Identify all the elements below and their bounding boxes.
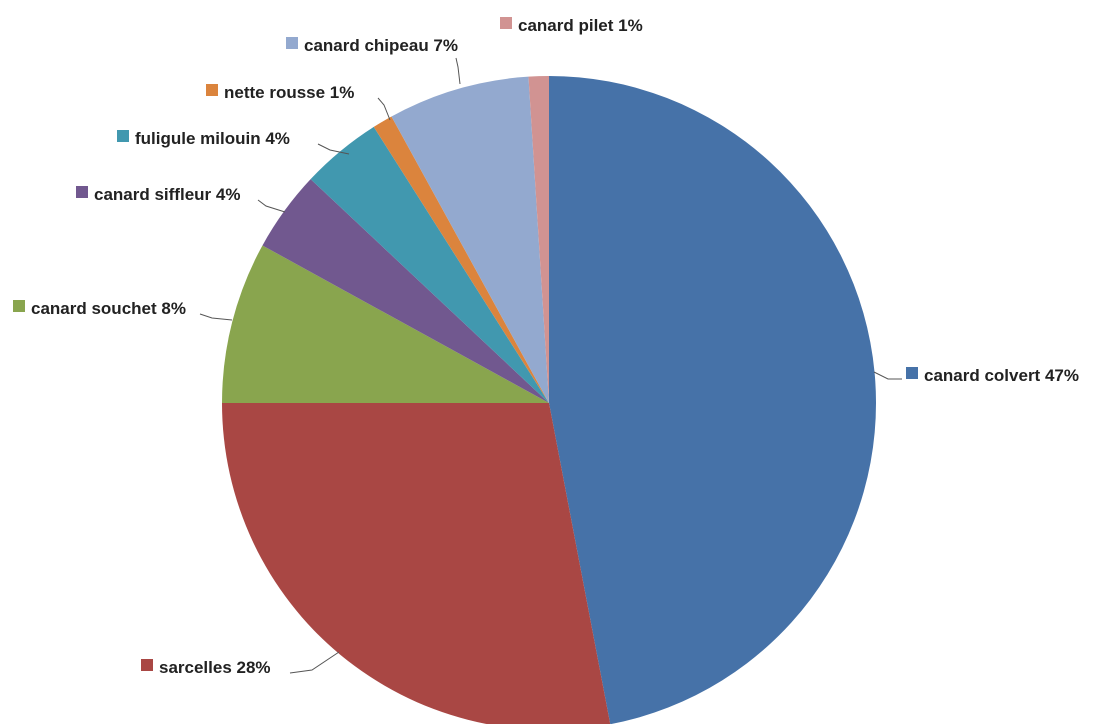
leader-line-canard-souchet xyxy=(199,313,233,321)
slice-label-fuligule-milouin: fuligule milouin 4% xyxy=(135,129,290,148)
legend-key-canard-souchet xyxy=(13,300,25,312)
leader-line-fuligule-milouin xyxy=(317,143,350,155)
slice-label-canard-souchet: canard souchet 8% xyxy=(31,299,186,318)
slice-label-canard-siffleur: canard siffleur 4% xyxy=(94,185,240,204)
pie-slice-canard-chipeau xyxy=(391,76,549,404)
pie-slices xyxy=(222,76,876,724)
slice-label-canard-colvert: canard colvert 47% xyxy=(924,366,1079,385)
legend-key-fuligule-milouin xyxy=(117,130,129,142)
pie-slice-sarcelles xyxy=(222,403,611,724)
pie-slice-nette-rousse xyxy=(373,116,549,403)
legend-key-canard-chipeau xyxy=(286,37,298,49)
leader-line-nette-rousse xyxy=(377,97,391,121)
slice-label-sarcelles: sarcelles 28% xyxy=(159,658,271,677)
pie-slice-fuligule-milouin xyxy=(310,126,549,404)
pie-slice-canard-siffleur xyxy=(262,179,549,403)
slice-label-nette-rousse: nette rousse 1% xyxy=(224,83,354,102)
legend-key-canard-pilet xyxy=(500,17,512,29)
leader-line-canard-siffleur xyxy=(257,199,286,213)
slice-label-canard-chipeau: canard chipeau 7% xyxy=(304,36,458,55)
legend-key-canard-colvert xyxy=(906,367,918,379)
legend-key-nette-rousse xyxy=(206,84,218,96)
leader-line-canard-colvert xyxy=(873,371,902,380)
legend-key-sarcelles xyxy=(141,659,153,671)
slice-labels: canard colvert 47% sarcelles 28% canard so… xyxy=(13,16,1079,677)
leader-line-sarcelles xyxy=(289,651,340,674)
slice-label-canard-pilet: canard pilet 1% xyxy=(518,16,643,35)
pie-slice-canard-souchet xyxy=(222,245,549,403)
legend-key-canard-siffleur xyxy=(76,186,88,198)
pie-slice-canard-pilet xyxy=(528,76,549,403)
pie-slice-canard-colvert xyxy=(549,76,876,724)
leader-line-canard-chipeau xyxy=(455,57,461,85)
